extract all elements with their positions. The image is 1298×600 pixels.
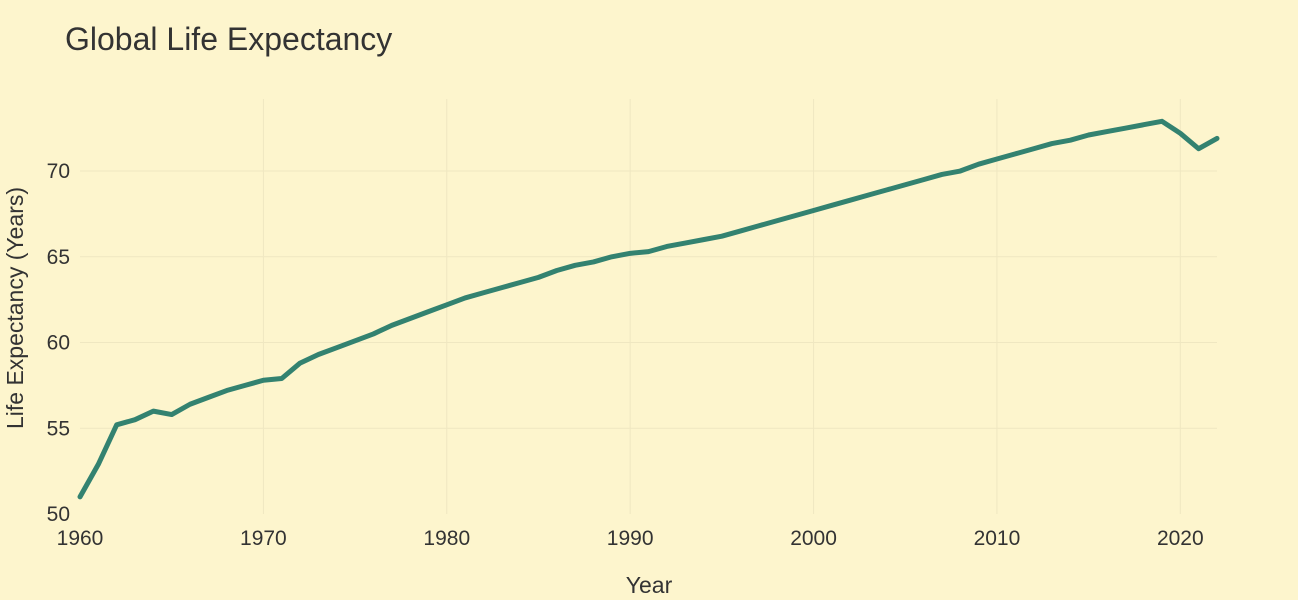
grid <box>80 99 1217 514</box>
y-tick-label: 60 <box>47 332 70 355</box>
y-axis-title: Life Expectancy (Years) <box>2 187 28 429</box>
x-tick-label: 1970 <box>240 527 287 550</box>
x-axis-title: Year <box>626 572 673 598</box>
chart-title: Global Life Expectancy <box>65 21 392 57</box>
y-tick-label: 55 <box>47 417 70 440</box>
x-tick-label: 2020 <box>1157 527 1204 550</box>
y-tick-label: 70 <box>47 160 70 183</box>
y-tick-label: 65 <box>47 246 70 269</box>
x-tick-label: 1990 <box>607 527 654 550</box>
series-line <box>77 118 1220 500</box>
x-tick-label: 1980 <box>423 527 470 550</box>
x-tick-label: 2010 <box>974 527 1021 550</box>
x-tick-label: 2000 <box>790 527 837 550</box>
series-layer <box>77 118 1220 500</box>
x-tick-label: 1960 <box>57 527 104 550</box>
tick-labels: 1960 1970 1980 1990 2000 2010 2020 50 55 60 65 70 <box>47 160 1204 550</box>
y-tick-label: 50 <box>47 503 70 526</box>
